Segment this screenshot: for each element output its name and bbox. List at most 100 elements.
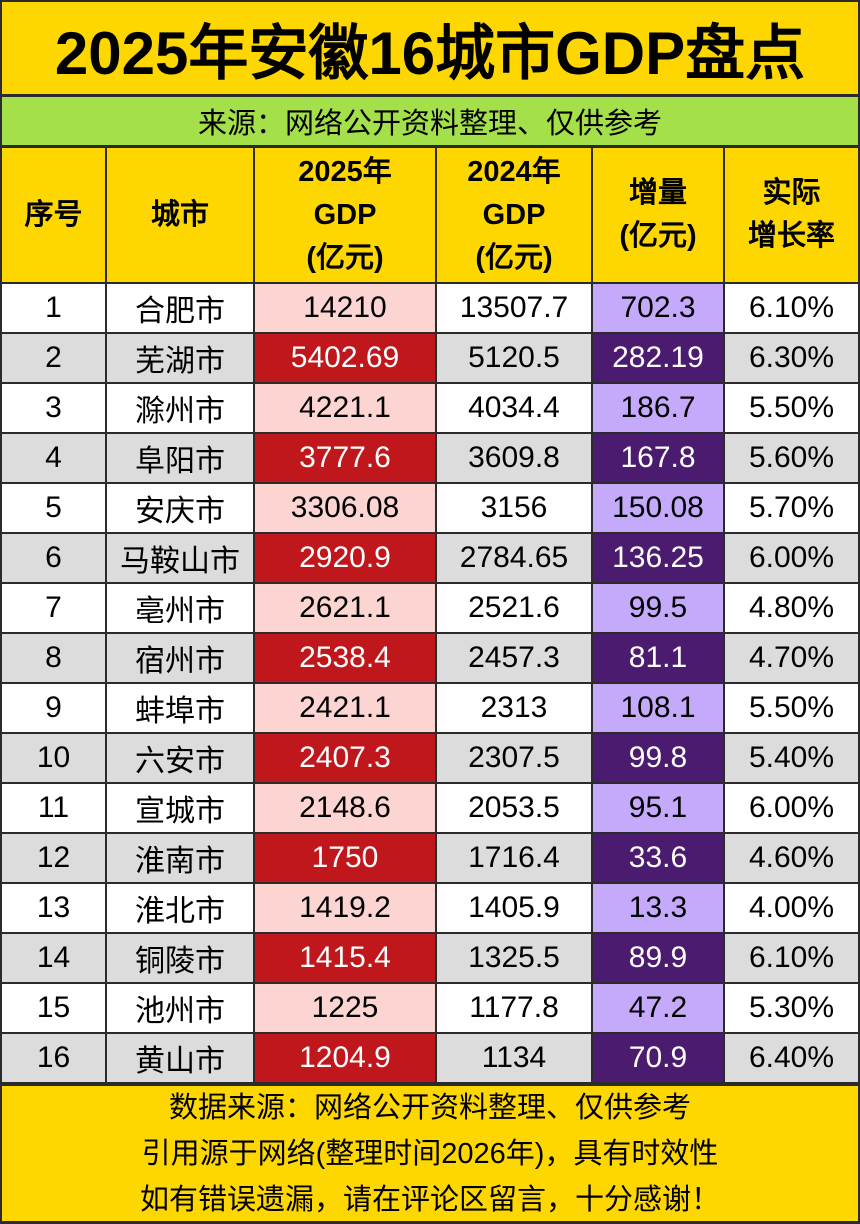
city-cell: 蚌埠市: [105, 682, 255, 734]
gdp-2025-cell: 1225: [253, 982, 437, 1034]
table-row: 7 亳州市 2621.1 2521.6 99.5 4.80%: [2, 582, 858, 634]
header-increase: 增量 (亿元): [591, 148, 725, 284]
growth-rate-cell: 5.60%: [723, 432, 858, 484]
footer-line: 如有错误遗漏，请在评论区留言，十分感谢！: [139, 1183, 720, 1216]
header-rank: 序号: [2, 148, 107, 284]
rank-cell: 16: [2, 1032, 107, 1084]
table-row: 6 马鞍山市 2920.9 2784.65 136.25 6.00%: [2, 532, 858, 584]
table-row: 5 安庆市 3306.08 3156 150.08 5.70%: [2, 482, 858, 534]
increase-cell: 89.9: [591, 932, 725, 984]
city-cell: 芜湖市: [105, 332, 255, 384]
header-increase-line2: (亿元): [619, 220, 697, 252]
rank-cell: 14: [2, 932, 107, 984]
table-row: 12 淮南市 1750 1716.4 33.6 4.60%: [2, 832, 858, 884]
gdp-2024-cell: 1177.8: [435, 982, 593, 1034]
gdp-2025-cell: 14210: [253, 282, 437, 334]
rank-cell: 13: [2, 882, 107, 934]
increase-cell: 702.3: [591, 282, 725, 334]
header-gdp-2024-line2: GDP: [482, 198, 546, 231]
header-gdp-2025-line3: (亿元): [306, 241, 384, 274]
footer-notes: 数据来源：网络公开资料整理、仅供参考 引用源于网络(整理时间2026年)，具有时…: [2, 1084, 858, 1221]
city-cell: 亳州市: [105, 582, 255, 634]
rank-cell: 12: [2, 832, 107, 884]
growth-rate-cell: 5.50%: [723, 382, 858, 434]
gdp-2024-cell: 5120.5: [435, 332, 593, 384]
page-title: 2025年安徽16城市GDP盘点: [2, 2, 858, 97]
table-row: 3 滁州市 4221.1 4034.4 186.7 5.50%: [2, 382, 858, 434]
header-gdp-2025-line1: 2025年: [298, 155, 392, 188]
increase-cell: 186.7: [591, 382, 725, 434]
growth-rate-cell: 6.00%: [723, 532, 858, 584]
gdp-2024-cell: 1716.4: [435, 832, 593, 884]
gdp-2024-cell: 1134: [435, 1032, 593, 1084]
header-gdp-2024-line1: 2024年: [467, 155, 561, 188]
gdp-2025-cell: 1204.9: [253, 1032, 437, 1084]
gdp-2025-cell: 2538.4: [253, 632, 437, 684]
table-row: 10 六安市 2407.3 2307.5 99.8 5.40%: [2, 732, 858, 784]
gdp-2025-cell: 1415.4: [253, 932, 437, 984]
growth-rate-cell: 6.00%: [723, 782, 858, 834]
rank-cell: 7: [2, 582, 107, 634]
table-row: 2 芜湖市 5402.69 5120.5 282.19 6.30%: [2, 332, 858, 384]
city-cell: 阜阳市: [105, 432, 255, 484]
growth-rate-cell: 4.00%: [723, 882, 858, 934]
rank-cell: 2: [2, 332, 107, 384]
increase-cell: 99.5: [591, 582, 725, 634]
city-cell: 淮南市: [105, 832, 255, 884]
increase-cell: 70.9: [591, 1032, 725, 1084]
city-cell: 池州市: [105, 982, 255, 1034]
increase-cell: 13.3: [591, 882, 725, 934]
gdp-2024-cell: 2313: [435, 682, 593, 734]
city-cell: 黄山市: [105, 1032, 255, 1084]
growth-rate-cell: 5.50%: [723, 682, 858, 734]
growth-rate-cell: 4.70%: [723, 632, 858, 684]
increase-cell: 47.2: [591, 982, 725, 1034]
header-gdp-2025-line2: GDP: [313, 198, 377, 231]
header-city: 城市: [105, 148, 255, 284]
table-row: 14 铜陵市 1415.4 1325.5 89.9 6.10%: [2, 932, 858, 984]
gdp-2024-cell: 13507.7: [435, 282, 593, 334]
header-increase-line1: 增量: [628, 177, 687, 209]
increase-cell: 81.1: [591, 632, 725, 684]
gdp-2025-cell: 1419.2: [253, 882, 437, 934]
table-row: 8 宿州市 2538.4 2457.3 81.1 4.70%: [2, 632, 858, 684]
city-cell: 六安市: [105, 732, 255, 784]
gdp-2025-cell: 4221.1: [253, 382, 437, 434]
increase-cell: 95.1: [591, 782, 725, 834]
growth-rate-cell: 5.70%: [723, 482, 858, 534]
rank-cell: 8: [2, 632, 107, 684]
table-header-row: 序号 城市 2025年 GDP (亿元) 2024年 GDP (亿元) 增量: [2, 148, 858, 284]
gdp-2024-cell: 1325.5: [435, 932, 593, 984]
header-gdp-2025: 2025年 GDP (亿元): [253, 148, 437, 284]
rank-cell: 1: [2, 282, 107, 334]
gdp-2025-cell: 2920.9: [253, 532, 437, 584]
table-body: 1 合肥市 14210 13507.7 702.3 6.10% 2 芜湖市 5402.69 512…: [2, 282, 858, 1084]
footer-line: 数据来源：网络公开资料整理、仅供参考: [168, 1091, 691, 1124]
growth-rate-cell: 6.10%: [723, 282, 858, 334]
header-gdp-2024-line3: (亿元): [475, 241, 553, 274]
gdp-2024-cell: 2457.3: [435, 632, 593, 684]
city-cell: 宿州市: [105, 632, 255, 684]
gdp-2025-cell: 1750: [253, 832, 437, 884]
gdp-2024-cell: 2053.5: [435, 782, 593, 834]
table-row: 15 池州市 1225 1177.8 47.2 5.30%: [2, 982, 858, 1034]
increase-cell: 33.6: [591, 832, 725, 884]
gdp-2024-cell: 3609.8: [435, 432, 593, 484]
gdp-2025-cell: 5402.69: [253, 332, 437, 384]
source-banner: 来源：网络公开资料整理、仅供参考: [2, 97, 858, 148]
gdp-2024-cell: 2521.6: [435, 582, 593, 634]
rank-cell: 10: [2, 732, 107, 784]
gdp-2024-cell: 3156: [435, 482, 593, 534]
rank-cell: 15: [2, 982, 107, 1034]
gdp-2024-cell: 1405.9: [435, 882, 593, 934]
header-rank-label: 序号: [24, 198, 83, 231]
gdp-2025-cell: 2148.6: [253, 782, 437, 834]
table-row: 11 宣城市 2148.6 2053.5 95.1 6.00%: [2, 782, 858, 834]
header-growth-line2: 增长率: [747, 220, 835, 252]
header-gdp-2024: 2024年 GDP (亿元): [435, 148, 593, 284]
growth-rate-cell: 4.60%: [723, 832, 858, 884]
city-cell: 宣城市: [105, 782, 255, 834]
city-cell: 安庆市: [105, 482, 255, 534]
city-cell: 淮北市: [105, 882, 255, 934]
